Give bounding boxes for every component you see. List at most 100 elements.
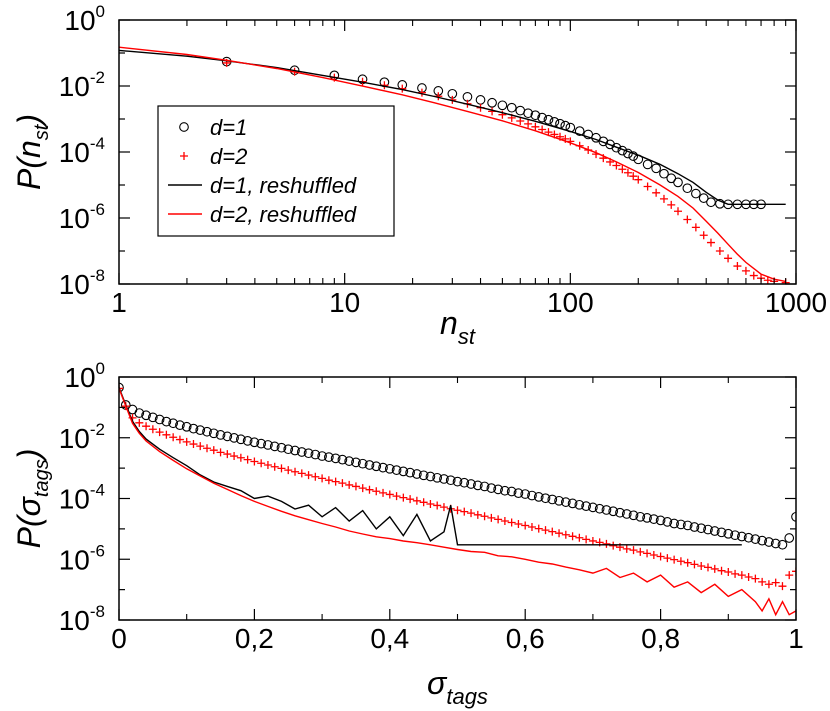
data-point-circle [497,100,508,111]
x-axis-label: nst [440,305,476,349]
data-point-circle [303,448,314,459]
data-point-plus [473,510,482,519]
tick-exponent: 0 [96,359,105,378]
data-point-plus [710,564,719,573]
y-axis-label-main: P(σ [11,495,47,548]
y-axis-label-sub: st [31,123,53,140]
data-point-plus [670,555,679,564]
series-d-2 [119,384,796,591]
data-point-plus [636,547,645,556]
data-point-circle [605,139,615,150]
data-point-circle [682,520,693,531]
data-point-circle [195,425,206,435]
data-point-circle [540,493,551,504]
data-point-circle [405,467,415,478]
data-point-plus [480,512,489,521]
data-point-circle [513,488,524,499]
data-point-circle [351,457,361,468]
data-point-circle [466,479,476,489]
plot-frame [118,376,797,621]
data-point-plus [764,580,773,589]
data-point-plus [697,561,706,570]
data-point-plus [230,452,239,461]
data-point-circle [324,452,334,462]
data-point-circle [148,412,158,423]
data-point-plus [216,448,225,457]
series-d-2-reshuffled [119,46,786,283]
data-point-plus [297,469,306,478]
data-point-circle [642,159,653,170]
data-point-circle [364,460,375,470]
data-point-plus [162,430,171,439]
data-point-circle [611,142,622,153]
legend-label: d=1 [210,115,247,140]
data-point-circle [290,445,300,456]
y-tick-label: 10-8 [59,266,105,300]
data-point-circle [229,433,239,443]
data-point-circle [770,538,781,549]
data-point-circle [439,474,449,484]
y-tick-label: 100 [64,359,105,393]
data-point-plus [676,557,685,566]
data-point-plus [733,262,742,271]
data-point-plus [568,532,577,541]
data-point-circle [378,462,388,473]
data-point-circle [472,480,483,491]
data-point-circle [530,110,541,121]
data-point-circle [791,511,796,522]
data-point-plus [652,188,661,197]
data-point-plus [507,518,516,527]
data-point-circle [615,507,625,518]
data-point-circle [628,510,639,521]
data-point-plus [412,496,421,505]
data-point-circle [344,456,355,466]
data-point-circle [669,518,679,529]
data-point-circle [549,116,560,127]
data-point-circle [175,420,185,430]
data-point-circle [696,523,707,534]
data-point-circle [689,522,700,532]
data-point-plus [500,516,509,525]
data-point-plus [182,437,191,446]
data-point-circle [608,506,619,517]
data-point-circle [487,97,497,108]
data-point-plus [304,471,313,480]
data-point-plus [659,194,668,203]
data-point-plus [649,551,658,560]
legend-label: d=2 [210,144,247,169]
data-point-circle [418,470,429,481]
data-point-plus [792,567,796,576]
data-point-circle [493,484,503,495]
data-point-plus [534,524,543,533]
data-point-circle [371,461,382,472]
data-point-circle [698,193,709,203]
data-point-plus [514,519,523,528]
data-point-circle [357,458,368,469]
data-point-plus [634,175,643,184]
plot-area [119,382,796,617]
data-point-circle [651,163,661,174]
tick-base: 10 [64,5,95,36]
legend: d=1 d=2 d=1, reshuffled d=2, reshuffled [157,105,395,237]
y-axis-label-close: ) [11,114,47,129]
data-point-plus [538,125,547,134]
data-point-circle [134,408,145,418]
data-point-plus [365,485,374,494]
data-point-circle [154,414,165,425]
data-point-plus [731,569,740,578]
data-point-plus [548,527,557,536]
data-point-circle [475,95,486,105]
x-tick-label: 1 [788,623,804,654]
data-point-circle [703,524,713,535]
series-d-1-reshuffled [119,49,786,205]
data-point-circle [202,426,212,437]
data-point-plus [703,563,712,572]
data-point-circle [777,539,788,550]
data-point-plus [588,536,597,545]
data-point-circle [236,434,246,445]
data-point-plus [399,493,408,502]
series-line [119,49,786,205]
data-point-plus [561,530,570,539]
data-point-plus [690,560,699,569]
